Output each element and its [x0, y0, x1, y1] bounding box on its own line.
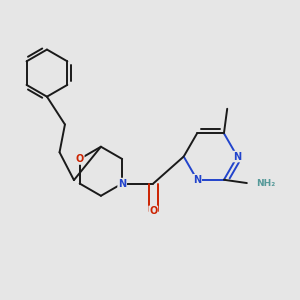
Text: O: O: [76, 154, 84, 164]
Text: O: O: [149, 206, 158, 216]
Text: N: N: [193, 175, 201, 185]
Text: NH₂: NH₂: [256, 178, 275, 188]
Text: N: N: [118, 178, 126, 188]
Text: N: N: [233, 152, 242, 161]
